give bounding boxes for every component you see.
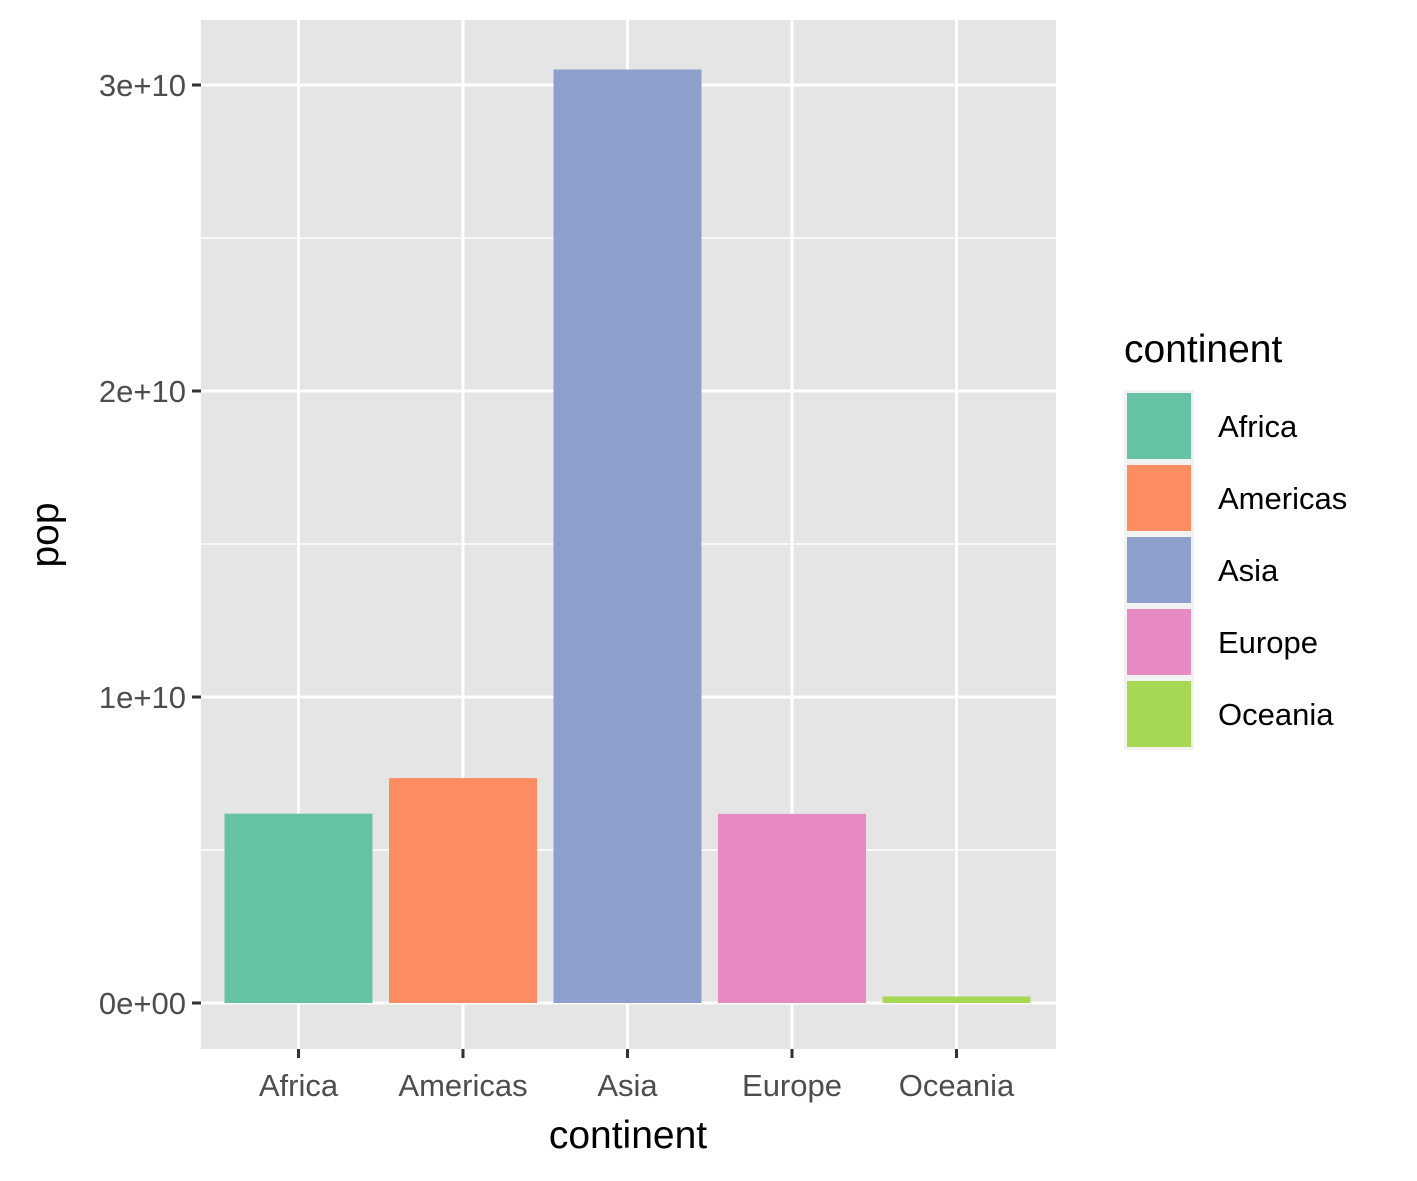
bar-americas	[389, 778, 537, 1003]
bar-europe	[718, 813, 866, 1003]
x-tick-label: Europe	[742, 1068, 842, 1103]
legend-label: Europe	[1218, 625, 1318, 660]
y-tick-label: 3e+10	[99, 68, 186, 103]
y-axis: 0e+00 1e+10 2e+10 3e+10	[99, 68, 201, 1021]
x-tick-label: Africa	[259, 1068, 339, 1103]
bar-asia	[553, 69, 702, 1003]
y-tick-label: 1e+10	[99, 680, 186, 715]
legend-key-asia	[1127, 537, 1191, 603]
legend-label: Africa	[1218, 409, 1298, 444]
bars	[224, 69, 1031, 1003]
legend-label: Americas	[1218, 481, 1347, 516]
x-tick-label: Americas	[398, 1068, 527, 1103]
bar-oceania	[882, 996, 1031, 1003]
legend-title: continent	[1124, 328, 1282, 371]
y-tick-label: 2e+10	[99, 374, 186, 409]
legend-key-oceania	[1127, 681, 1191, 747]
bar-africa	[224, 813, 373, 1003]
legend-key-europe	[1127, 609, 1191, 675]
y-tick-label: 0e+00	[99, 986, 186, 1021]
y-axis-title: pop	[24, 502, 67, 567]
legend: continent Africa Americas Asia Europe Oceani…	[1124, 328, 1347, 750]
legend-label: Oceania	[1218, 697, 1334, 732]
x-axis-title: continent	[549, 1114, 707, 1157]
x-tick-label: Asia	[597, 1068, 658, 1103]
x-axis: Africa Americas Asia Europe Oceania	[259, 1049, 1015, 1103]
x-tick-label: Oceania	[899, 1068, 1015, 1103]
legend-key-africa	[1127, 393, 1191, 459]
legend-label: Asia	[1218, 553, 1279, 588]
legend-key-americas	[1127, 465, 1191, 531]
